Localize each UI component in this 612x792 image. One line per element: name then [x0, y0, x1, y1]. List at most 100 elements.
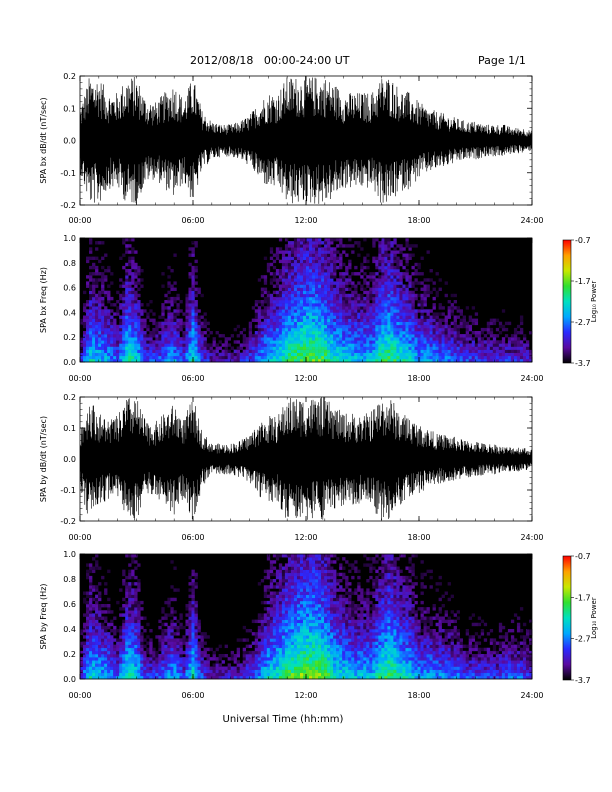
spectrogram-cell — [405, 238, 409, 242]
spectrogram-cell — [272, 259, 277, 264]
spectrogram-cell — [98, 610, 102, 614]
spectrogram-cell — [179, 613, 183, 617]
spectrogram-cell — [134, 610, 138, 614]
spectrogram-cell — [438, 321, 442, 326]
spectrogram-cell — [516, 349, 521, 353]
spectrogram-cell — [393, 349, 397, 353]
spectrogram-cell — [140, 309, 144, 313]
spectrogram-cell — [257, 660, 262, 664]
spectrogram-cell — [155, 352, 159, 357]
spectrogram-cell — [438, 318, 442, 322]
spectrogram-cell — [224, 343, 228, 347]
spectrogram-cell — [327, 358, 331, 363]
spectrogram-cell — [309, 250, 313, 254]
spectrogram-cell — [140, 663, 144, 667]
spectrogram-cell — [263, 318, 268, 322]
spectrogram-cell — [342, 287, 346, 291]
spectrogram-cell — [80, 343, 84, 347]
spectrogram-cell — [104, 358, 108, 363]
spectrogram-cell — [191, 622, 195, 627]
spectrogram-cell — [149, 672, 153, 677]
spectrogram-cell — [351, 346, 355, 350]
spectrogram-cell — [83, 324, 87, 329]
spectrogram-cell — [315, 346, 319, 350]
spectrogram-cell — [269, 334, 274, 338]
x-tick-label: 24:00 — [520, 374, 543, 383]
spectrogram-cell — [137, 309, 141, 313]
spectrogram-cell — [107, 604, 111, 608]
spectrogram-cell — [345, 327, 349, 332]
spectrogram-cell — [290, 349, 295, 353]
spectrogram-cell — [137, 607, 141, 611]
spectrogram-cell — [302, 275, 307, 279]
spectrogram-cell — [191, 613, 195, 617]
spectrogram-cell — [375, 327, 379, 332]
spectrogram-cell — [417, 265, 421, 270]
spectrogram-cell — [507, 349, 512, 353]
spectrogram-cell — [441, 343, 445, 347]
spectrogram-cell — [408, 358, 412, 363]
spectrogram-cell — [131, 259, 135, 264]
spectrogram-cell — [393, 265, 397, 270]
spectrogram-cell — [263, 613, 268, 617]
spectrogram-cell — [227, 669, 231, 674]
spectrogram-cell — [215, 675, 219, 680]
spectrogram-cell — [351, 300, 355, 304]
spectrogram-cell — [354, 349, 358, 353]
spectrogram-cell — [275, 324, 280, 329]
spectrogram-cell — [131, 582, 135, 586]
spectrogram-cell — [272, 355, 277, 360]
spectrogram-cell — [489, 340, 494, 344]
spectrogram-cell — [92, 654, 96, 658]
spectrogram-cell — [122, 346, 126, 350]
spectrogram-cell — [372, 238, 376, 242]
spectrogram-cell — [278, 315, 283, 319]
spectrogram-cell — [86, 352, 90, 357]
spectrogram-cell — [254, 352, 259, 357]
spectrogram-cell — [516, 337, 521, 341]
spectrogram-cell — [296, 290, 301, 295]
spectrogram-cell — [224, 352, 228, 357]
spectrogram-cell — [86, 343, 90, 347]
spectrogram-cell — [143, 358, 147, 363]
spectrogram-cell — [188, 331, 192, 335]
spectrogram-cell — [495, 349, 500, 353]
spectrogram-cell — [372, 293, 376, 298]
spectrogram-cell — [306, 343, 310, 347]
spectrogram-cell — [318, 340, 322, 344]
spectrogram-cell — [104, 318, 108, 322]
spectrogram-cell — [299, 244, 304, 248]
spectrogram-cell — [324, 247, 328, 251]
spectrogram-cell — [426, 334, 430, 338]
spectrogram-cell — [86, 355, 90, 360]
spectrogram-cell — [89, 265, 93, 270]
spectrogram-cell — [302, 247, 307, 251]
spectrogram-cell — [381, 250, 385, 254]
spectrogram-cell — [125, 321, 129, 326]
spectrogram-cell — [134, 349, 138, 353]
spectrogram-cell — [299, 303, 304, 307]
spectrogram-cell — [113, 644, 117, 649]
spectrogram-cell — [104, 337, 108, 341]
spectrogram-cell — [375, 312, 379, 316]
spectrogram-cell — [119, 629, 123, 633]
spectrogram-cell — [456, 306, 460, 310]
spectrogram-cell — [426, 340, 430, 344]
spectrogram-cell — [357, 318, 361, 322]
spectrogram-cell — [302, 244, 307, 248]
spectrogram-cell — [101, 654, 105, 658]
spectrogram-cell — [101, 321, 105, 326]
spectrogram-cell — [411, 321, 415, 326]
spectrogram-cell — [128, 281, 132, 285]
spectrogram-cell — [414, 262, 418, 267]
spectrogram-cell — [92, 262, 96, 267]
spectrogram-cell — [287, 331, 292, 335]
spectrogram-cell — [363, 327, 367, 332]
spectrogram-cell — [152, 647, 156, 652]
spectrogram-cell — [131, 346, 135, 350]
spectrogram-cell — [462, 349, 466, 353]
spectrogram-cell — [330, 303, 334, 307]
spectrogram-cell — [101, 265, 105, 270]
spectrogram-cell — [107, 318, 111, 322]
spectrogram-cell — [110, 660, 114, 664]
